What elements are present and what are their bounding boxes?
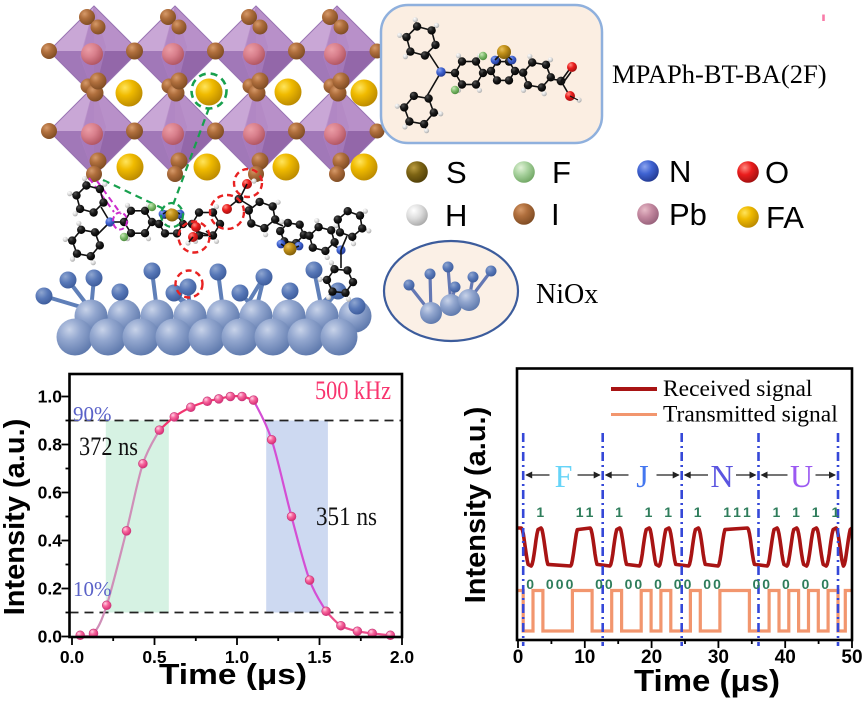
svg-text:10%: 10% — [73, 577, 112, 601]
svg-text:1: 1 — [664, 504, 672, 520]
svg-text:J: J — [636, 458, 648, 494]
svg-text:0: 0 — [713, 576, 721, 592]
svg-text:0: 0 — [821, 576, 829, 592]
svg-text:500 kHz: 500 kHz — [315, 376, 391, 405]
svg-text:0: 0 — [762, 576, 770, 592]
svg-text:1.0: 1.0 — [225, 647, 250, 667]
svg-text:0.6: 0.6 — [38, 483, 63, 503]
svg-text:0: 0 — [684, 576, 692, 592]
svg-text:0.0: 0.0 — [38, 627, 63, 647]
svg-text:0: 0 — [703, 576, 711, 592]
svg-text:NiOx: NiOx — [536, 279, 598, 310]
svg-text:I: I — [551, 197, 560, 232]
svg-text:0: 0 — [526, 576, 534, 592]
svg-text:Intensity (a.u.): Intensity (a.u.) — [460, 407, 492, 604]
svg-text:0: 0 — [782, 576, 790, 592]
svg-text:0.0: 0.0 — [60, 647, 85, 667]
svg-text:0: 0 — [654, 576, 662, 592]
svg-text:1: 1 — [832, 504, 840, 520]
svg-text:0: 0 — [753, 576, 761, 592]
svg-text:1: 1 — [812, 504, 820, 520]
svg-text:1.5: 1.5 — [307, 647, 332, 667]
svg-text:40: 40 — [775, 647, 796, 668]
svg-text:Received signal: Received signal — [663, 376, 813, 402]
svg-text:1: 1 — [645, 504, 653, 520]
svg-text:0.4: 0.4 — [38, 531, 63, 551]
svg-text:H: H — [445, 198, 467, 233]
svg-text:Time (μs): Time (μs) — [159, 659, 307, 691]
svg-text:0: 0 — [605, 576, 613, 592]
svg-text:1: 1 — [733, 504, 741, 520]
svg-text:0: 0 — [625, 576, 633, 592]
svg-text:0: 0 — [595, 576, 603, 592]
svg-text:1: 1 — [723, 504, 731, 520]
svg-text:Intensity (a.u.): Intensity (a.u.) — [0, 419, 31, 616]
svg-text:1: 1 — [792, 504, 800, 520]
svg-text:N: N — [710, 458, 733, 494]
svg-text:0: 0 — [513, 647, 524, 668]
svg-text:50: 50 — [841, 647, 862, 668]
svg-text:N: N — [669, 154, 691, 189]
svg-text:1: 1 — [615, 504, 623, 520]
svg-text:1: 1 — [586, 504, 594, 520]
svg-text:1.0: 1.0 — [38, 387, 63, 407]
svg-text:FA: FA — [766, 200, 804, 235]
svg-text:20: 20 — [641, 647, 662, 668]
svg-text:30: 30 — [708, 647, 729, 668]
svg-text:1: 1 — [576, 504, 584, 520]
svg-text:0.8: 0.8 — [38, 435, 63, 455]
svg-text:Transmitted signal: Transmitted signal — [663, 402, 838, 428]
svg-text:10: 10 — [574, 647, 595, 668]
svg-text:0.2: 0.2 — [38, 579, 63, 599]
svg-text:2.0: 2.0 — [390, 647, 415, 667]
svg-text:0: 0 — [546, 576, 554, 592]
svg-text:1: 1 — [536, 504, 544, 520]
svg-text:0.5: 0.5 — [142, 647, 167, 667]
svg-text:F: F — [552, 155, 571, 190]
svg-text:1: 1 — [743, 504, 751, 520]
svg-text:0: 0 — [802, 576, 810, 592]
svg-text:F: F — [555, 458, 573, 494]
svg-text:90%: 90% — [73, 402, 112, 426]
svg-text:0: 0 — [634, 576, 642, 592]
svg-text:MPAPh-BT-BA(2F): MPAPh-BT-BA(2F) — [612, 59, 827, 89]
svg-text:372 ns: 372 ns — [79, 432, 138, 461]
svg-text:Pb: Pb — [669, 197, 707, 232]
svg-text:U: U — [790, 458, 813, 494]
svg-text:Time (μs): Time (μs) — [634, 663, 780, 698]
svg-text:0: 0 — [556, 576, 564, 592]
svg-text:0: 0 — [566, 576, 574, 592]
svg-text:1: 1 — [694, 504, 702, 520]
svg-text:O: O — [765, 155, 789, 190]
svg-text:0: 0 — [674, 576, 682, 592]
svg-text:1: 1 — [773, 504, 781, 520]
svg-text:S: S — [446, 155, 467, 190]
svg-text:351 ns: 351 ns — [316, 502, 377, 531]
